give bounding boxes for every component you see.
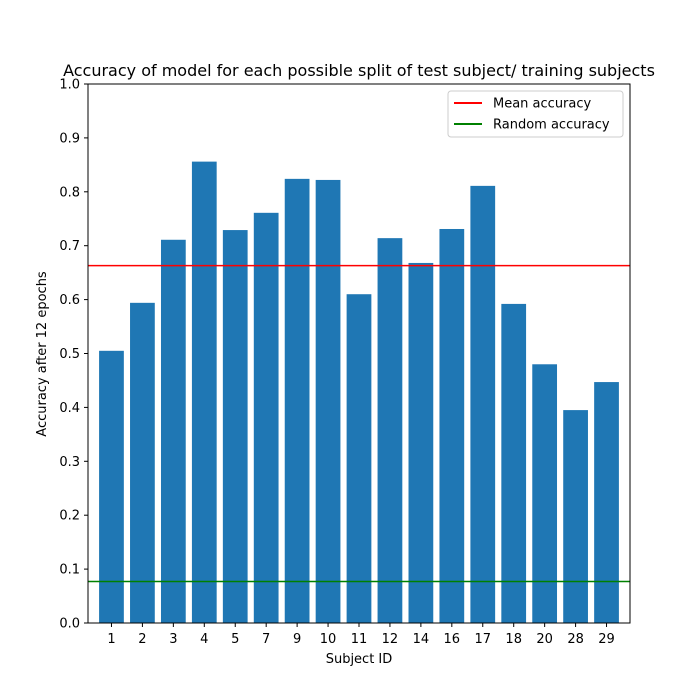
x-tick-label: 14 — [413, 632, 430, 647]
bar-4 — [191, 161, 217, 623]
bar-2 — [130, 302, 155, 623]
x-tick-label: 29 — [598, 632, 615, 647]
y-tick-label: 0.1 — [59, 563, 80, 578]
bar-14 — [408, 262, 434, 623]
bar-18 — [501, 303, 527, 623]
legend-box — [447, 90, 624, 138]
bar-28 — [563, 410, 588, 623]
x-tick-label: 2 — [138, 632, 146, 647]
legend-label: Random accuracy — [493, 118, 610, 133]
x-axis-label: Subject ID — [326, 652, 393, 667]
y-tick-label: 0.0 — [59, 617, 80, 632]
x-tick-label: 28 — [567, 632, 584, 647]
bar-7 — [253, 212, 279, 623]
x-tick-label: 5 — [231, 632, 239, 647]
bar-12 — [377, 238, 403, 623]
legend-label: Mean accuracy — [493, 97, 592, 112]
x-tick-label: 7 — [262, 632, 270, 647]
bar-10 — [315, 179, 341, 623]
bar-16 — [439, 228, 465, 624]
bar-9 — [284, 178, 310, 624]
x-tick-label: 20 — [536, 632, 553, 647]
y-tick-label: 0.7 — [59, 239, 80, 254]
x-tick-label: 4 — [200, 632, 208, 647]
y-tick-label: 0.3 — [59, 455, 80, 470]
chart-title: Accuracy of model for each possible spli… — [63, 61, 655, 80]
bar-11 — [346, 294, 372, 623]
x-tick-label: 16 — [444, 632, 461, 647]
y-tick-label: 0.5 — [59, 347, 80, 362]
x-tick-label: 11 — [351, 632, 368, 647]
x-tick-label: 9 — [293, 632, 301, 647]
y-tick-label: 0.4 — [59, 401, 80, 416]
y-tick-label: 0.9 — [59, 131, 80, 146]
bar-3 — [160, 239, 186, 623]
bar-17 — [470, 185, 496, 623]
plot-area: 0.00.10.20.30.40.50.60.70.80.91.01 2 3 4 5 7 9… — [59, 78, 631, 647]
y-tick-label: 0.8 — [59, 185, 80, 200]
x-tick-label: 3 — [169, 632, 177, 647]
x-tick-label: 18 — [505, 632, 522, 647]
y-axis-label: Accuracy after 12 epochs — [35, 271, 50, 437]
x-tick-label: 10 — [320, 632, 337, 647]
y-tick-label: 1.0 — [59, 78, 80, 93]
x-tick-label: 12 — [382, 632, 399, 647]
x-tick-label: 17 — [474, 632, 491, 647]
bar-29 — [594, 382, 619, 623]
bar-20 — [532, 364, 558, 623]
x-tick-label: 1 — [107, 632, 115, 647]
y-tick-label: 0.6 — [59, 293, 80, 308]
legend: Mean accuracy Random accuracy — [447, 90, 624, 138]
bar-5 — [222, 230, 248, 623]
y-tick-label: 0.2 — [59, 509, 80, 524]
bar-1 — [99, 350, 124, 623]
